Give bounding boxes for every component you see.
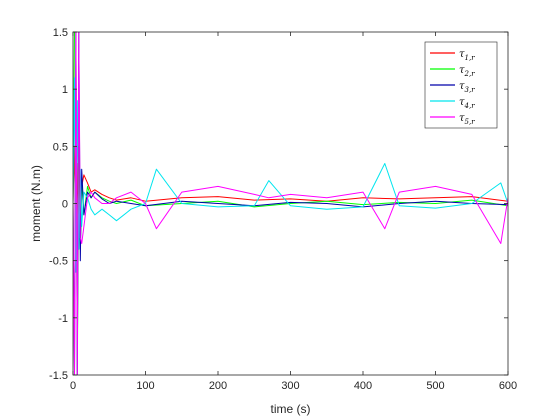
legend-entry-symbol: τ (459, 97, 465, 108)
legend-entry-label: τ3,r (459, 81, 475, 94)
y-axis-ticks: -1.5 -1 -0.5 0 0.5 1 1.5 (49, 27, 508, 382)
legend-entry-subscript: 2,r (464, 70, 476, 78)
x-axis-ticks: 0 100 200 300 400 500 600 (70, 32, 517, 392)
legend-entry-label: τ4,r (459, 97, 475, 110)
legend-entry-symbol: τ (459, 81, 465, 92)
legend-entry-symbol: τ (459, 49, 465, 60)
legend-entry-symbol: τ (459, 65, 465, 76)
series-layer (73, 32, 508, 375)
y-tick-label: -1 (58, 313, 68, 325)
legend-entry-symbol: τ (459, 113, 465, 124)
x-tick-label: 600 (499, 380, 517, 392)
y-tick-label: 1.5 (53, 27, 68, 39)
series-line-5 (73, 32, 508, 375)
legend-entry-label: τ2,r (459, 65, 475, 78)
y-tick-label: 0 (62, 199, 68, 211)
y-tick-label: 0.5 (53, 141, 68, 153)
legend: τ1,rτ2,rτ3,rτ4,rτ5,r (424, 41, 498, 129)
legend-entry-subscript: 4,r (464, 102, 476, 110)
y-axis-label: moment (N.m) (29, 165, 43, 242)
legend-entry-label: τ5,r (459, 113, 475, 126)
x-tick-label: 0 (70, 380, 76, 392)
x-tick-label: 500 (426, 380, 444, 392)
x-tick-label: 200 (209, 380, 227, 392)
legend-entry-label: τ1,r (459, 49, 475, 62)
x-tick-label: 100 (136, 380, 154, 392)
y-tick-label: -1.5 (49, 370, 68, 382)
x-axis-label: time (s) (271, 402, 311, 416)
legend-entry-subscript: 3,r (465, 86, 476, 94)
y-tick-label: -0.5 (49, 256, 68, 268)
x-tick-label: 400 (354, 380, 372, 392)
legend-entry-subscript: 1,r (465, 54, 476, 62)
legend-entry-subscript: 5,r (465, 118, 476, 126)
x-tick-label: 300 (281, 380, 299, 392)
y-tick-label: 1 (62, 84, 68, 96)
